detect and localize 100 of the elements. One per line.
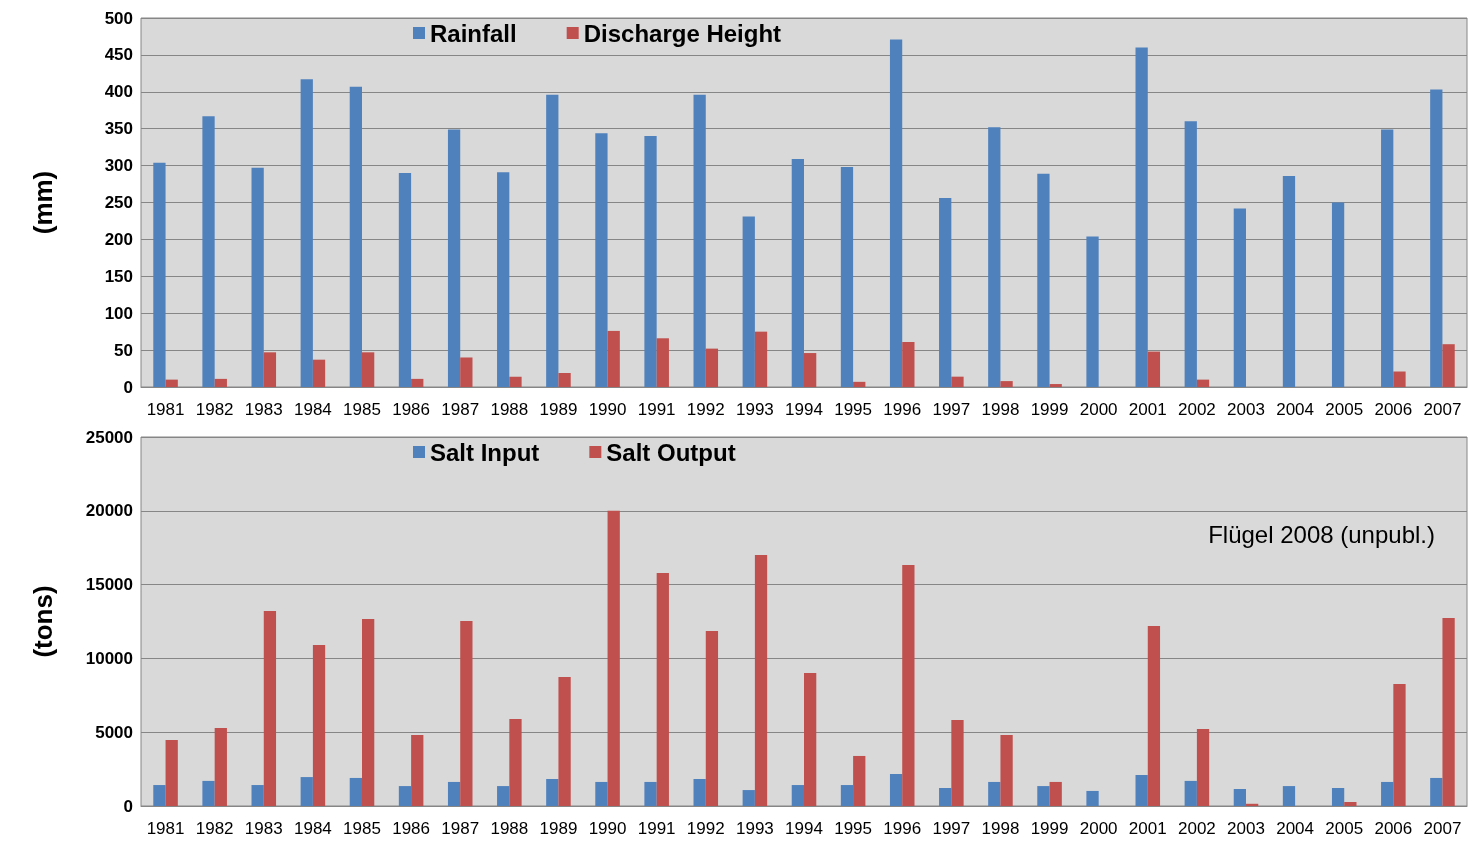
bar xyxy=(460,357,473,387)
legend-label: Salt Output xyxy=(606,438,736,466)
bar xyxy=(1282,786,1296,806)
x-tick-label: 1995 xyxy=(834,400,873,419)
x-tick-label: 1993 xyxy=(735,819,774,838)
legend-label: Rainfall xyxy=(430,19,517,47)
x-tick-label: 1986 xyxy=(392,819,431,838)
y-tick-label: 25000 xyxy=(85,427,133,447)
y-tick-label: 20000 xyxy=(85,501,133,521)
annotation: Flügel 2008 (unpubl.) xyxy=(1208,520,1436,548)
x-tick-label: 1988 xyxy=(490,819,529,838)
bar xyxy=(804,353,817,387)
x-tick-label: 1984 xyxy=(293,400,332,419)
x-tick-label: 1990 xyxy=(588,819,627,838)
y-tick-label: 0 xyxy=(123,796,133,816)
bar xyxy=(165,379,178,387)
x-tick-label: 1991 xyxy=(637,400,676,419)
x-tick-label: 1990 xyxy=(588,400,627,419)
bar xyxy=(1147,351,1161,387)
bar xyxy=(607,510,620,806)
bar xyxy=(656,338,669,387)
bar xyxy=(742,216,755,387)
bar xyxy=(595,133,608,387)
bar xyxy=(460,620,473,806)
bar xyxy=(1331,787,1345,806)
bar xyxy=(1344,802,1357,806)
bar xyxy=(1049,384,1062,387)
bar xyxy=(1086,236,1099,387)
x-tick-label: 1989 xyxy=(539,819,578,838)
y-tick-label: 500 xyxy=(104,8,133,28)
bar xyxy=(312,644,326,806)
bar xyxy=(546,778,559,806)
bar xyxy=(1000,381,1013,387)
bar xyxy=(705,348,719,387)
bar xyxy=(398,172,412,387)
x-tick-label: 1995 xyxy=(834,819,873,838)
bar xyxy=(853,755,866,806)
bar xyxy=(951,719,964,806)
bar xyxy=(251,785,264,806)
bar xyxy=(558,677,571,806)
x-tick-label: 1996 xyxy=(883,819,922,838)
x-tick-label: 1997 xyxy=(932,819,971,838)
bar xyxy=(1381,781,1394,806)
bar xyxy=(447,129,461,387)
bar xyxy=(362,618,375,806)
bar xyxy=(754,331,768,387)
x-tick-label: 2005 xyxy=(1325,819,1364,838)
x-tick-label: 2004 xyxy=(1276,400,1315,419)
bar xyxy=(853,381,866,387)
x-tick-label: 1982 xyxy=(195,400,234,419)
x-tick-label: 1984 xyxy=(293,819,332,838)
x-tick-label: 1993 xyxy=(735,400,774,419)
bar xyxy=(300,79,313,387)
bar xyxy=(1196,728,1210,806)
y-tick-label: 15000 xyxy=(85,575,133,595)
bar xyxy=(1037,786,1050,806)
bar xyxy=(1135,47,1148,387)
x-tick-label: 1981 xyxy=(146,819,185,838)
bar xyxy=(644,136,657,387)
bar xyxy=(497,172,510,387)
bar xyxy=(902,564,915,806)
bar xyxy=(546,94,559,387)
x-tick-label: 1994 xyxy=(785,400,823,419)
bar xyxy=(1442,344,1455,387)
bar xyxy=(840,785,854,806)
x-tick-label: 1987 xyxy=(441,400,480,419)
y-tick-label: 10000 xyxy=(85,648,133,668)
x-tick-label: 2007 xyxy=(1423,400,1462,419)
x-tick-label: 2006 xyxy=(1374,400,1413,419)
x-tick-label: 2001 xyxy=(1128,819,1167,838)
bar xyxy=(153,162,166,387)
bar xyxy=(1000,735,1013,806)
x-tick-label: 2002 xyxy=(1177,400,1216,419)
bar xyxy=(497,786,510,806)
x-tick-label: 1985 xyxy=(343,400,381,419)
bar xyxy=(889,39,903,387)
bar xyxy=(214,728,227,806)
bar xyxy=(1135,775,1148,806)
bar xyxy=(840,167,854,387)
bar xyxy=(693,94,706,387)
y-tick-label: 100 xyxy=(104,303,133,323)
x-tick-label: 1983 xyxy=(244,819,283,838)
bar xyxy=(656,572,669,806)
y-axis-title: (mm) xyxy=(28,170,58,235)
bar xyxy=(889,773,903,806)
bar xyxy=(1442,617,1455,806)
bar xyxy=(988,127,1001,387)
bar xyxy=(263,352,277,387)
bar xyxy=(202,116,215,387)
bar xyxy=(263,611,277,806)
bar xyxy=(411,378,424,387)
bar xyxy=(411,735,424,806)
bar xyxy=(1282,175,1296,387)
x-tick-label: 1991 xyxy=(637,819,676,838)
bar xyxy=(509,376,522,387)
bar xyxy=(595,781,608,806)
x-tick-label: 1999 xyxy=(1030,400,1069,419)
bar xyxy=(1147,625,1161,806)
bar xyxy=(1233,789,1246,806)
bar xyxy=(1430,777,1443,806)
